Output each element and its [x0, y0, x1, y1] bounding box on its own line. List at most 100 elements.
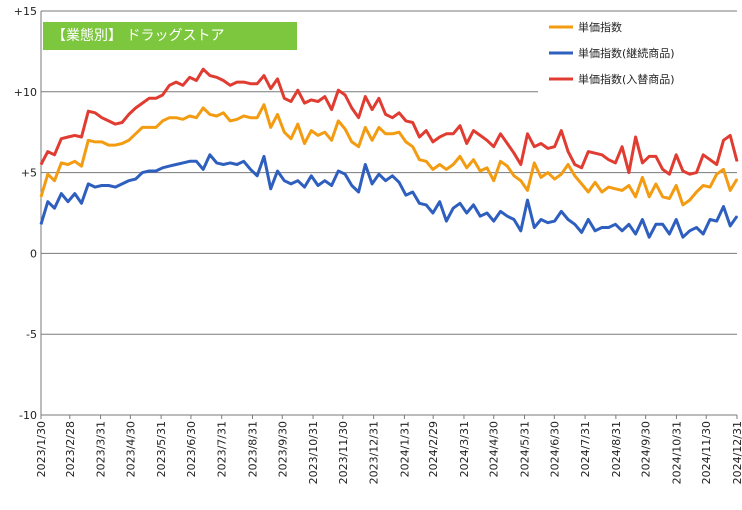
data-point	[412, 191, 414, 193]
data-point	[290, 138, 292, 140]
data-point	[526, 199, 529, 201]
data-point	[101, 141, 103, 143]
data-point	[675, 154, 677, 156]
data-point	[547, 147, 549, 149]
data-point	[337, 120, 339, 122]
data-point	[621, 189, 623, 191]
x-tick-label: 2024/12/31	[731, 421, 742, 484]
data-point	[141, 172, 143, 174]
data-point	[74, 193, 76, 195]
data-point	[587, 151, 589, 153]
data-point	[608, 186, 610, 188]
data-point	[60, 193, 62, 195]
data-point	[276, 113, 279, 115]
chart-title: 【業態別】 ドラッグストア	[43, 22, 297, 50]
data-point	[67, 201, 69, 203]
data-point	[216, 76, 218, 78]
data-point	[520, 180, 522, 182]
data-point	[655, 183, 657, 185]
data-point	[506, 165, 508, 167]
data-point	[533, 146, 535, 148]
data-point	[547, 172, 549, 174]
data-point	[412, 146, 414, 148]
data-point	[263, 155, 265, 157]
data-point	[344, 128, 346, 130]
x-tick-label: 2024/5/31	[519, 421, 532, 477]
data-point	[581, 231, 583, 233]
legend-label: 単価指数(継続商品)	[578, 46, 675, 60]
data-point	[466, 142, 468, 145]
x-tick-label: 2024/4/30	[488, 421, 501, 477]
data-point	[459, 155, 461, 157]
data-point	[445, 168, 447, 170]
data-point	[635, 136, 637, 138]
data-point	[344, 173, 346, 175]
data-point	[405, 120, 407, 122]
data-point	[554, 178, 556, 180]
data-point	[716, 173, 718, 175]
x-tick-label: 2023/7/31	[216, 421, 229, 477]
data-point	[662, 196, 664, 198]
data-point	[641, 218, 644, 221]
data-point	[148, 126, 150, 128]
data-point	[695, 226, 698, 229]
data-point	[445, 220, 447, 222]
legend-label: 単価指数(入替商品)	[578, 72, 675, 86]
data-point	[533, 226, 535, 229]
data-point	[425, 160, 427, 162]
data-point	[53, 154, 56, 156]
data-point	[493, 146, 495, 148]
x-tick-label: 2023/11/30	[337, 421, 350, 484]
data-point	[351, 141, 353, 143]
data-point	[195, 117, 197, 119]
data-point	[303, 186, 306, 188]
data-point	[229, 162, 231, 164]
data-point	[155, 170, 157, 172]
data-point	[371, 139, 373, 141]
data-point	[479, 134, 481, 136]
data-point	[175, 163, 177, 166]
data-point	[493, 220, 495, 222]
data-point	[114, 144, 116, 146]
data-point	[310, 175, 312, 177]
data-point	[101, 184, 103, 187]
data-point	[581, 167, 583, 169]
data-point	[297, 123, 299, 125]
data-point	[425, 130, 427, 132]
data-point	[486, 212, 488, 214]
data-point	[310, 130, 312, 132]
data-point	[162, 167, 164, 169]
data-point	[94, 141, 96, 143]
data-point	[722, 139, 725, 141]
data-point	[128, 180, 130, 182]
data-point	[236, 163, 238, 166]
x-tick-label: 2024/3/31	[458, 421, 471, 477]
data-point	[385, 133, 387, 135]
data-point	[405, 141, 407, 143]
gridlines	[40, 10, 737, 416]
data-point	[283, 97, 285, 99]
data-point	[513, 218, 515, 221]
data-point	[472, 159, 475, 161]
chart-title-background	[43, 22, 297, 50]
data-point	[53, 207, 56, 209]
data-point	[493, 180, 495, 182]
data-point	[297, 89, 299, 91]
data-point	[243, 115, 245, 117]
data-point	[114, 186, 116, 188]
data-point	[155, 126, 157, 128]
data-point	[432, 168, 434, 170]
data-point	[195, 160, 197, 162]
data-point	[108, 120, 110, 122]
data-point	[520, 230, 522, 232]
series-line	[39, 153, 739, 239]
data-point	[317, 134, 319, 136]
data-point	[574, 175, 576, 177]
data-point	[324, 131, 326, 133]
data-point	[276, 170, 279, 172]
data-point	[364, 96, 366, 98]
data-point	[540, 176, 542, 178]
x-tick-label: 2023/3/31	[95, 421, 108, 477]
data-point	[60, 162, 62, 164]
data-point	[716, 163, 718, 166]
